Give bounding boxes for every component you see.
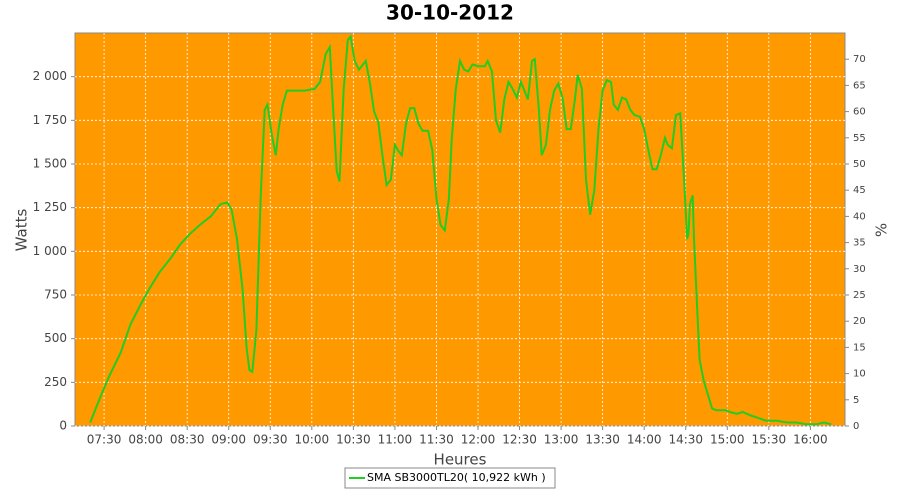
x-tick-label: 16:00	[793, 433, 828, 447]
y2-tick-label: 40	[853, 211, 866, 222]
x-tick-label: 09:30	[253, 433, 288, 447]
y-tick-label: 750	[44, 288, 67, 302]
x-tick-label: 13:30	[585, 433, 620, 447]
y2-tick-label: 15	[853, 342, 866, 353]
y2-tick-label: 25	[853, 290, 866, 301]
y-tick-label: 250	[44, 375, 67, 389]
y-axis-title: Watts	[13, 209, 31, 252]
legend-label: SMA SB3000TL20( 10,922 kWh )	[367, 471, 546, 484]
y2-axis-title: %	[873, 223, 891, 237]
x-axis-title: Heures	[434, 451, 487, 469]
x-tick-label: 15:00	[710, 433, 745, 447]
y2-tick-label: 65	[853, 80, 866, 91]
y2-tick-label: 20	[853, 316, 866, 327]
y-tick-label: 2 000	[33, 69, 67, 83]
x-tick-label: 11:00	[378, 433, 413, 447]
x-tick-label: 11:30	[419, 433, 454, 447]
x-tick-label: 14:30	[668, 433, 703, 447]
x-tick-label: 12:00	[461, 433, 496, 447]
y2-tick-label: 35	[853, 238, 866, 249]
series-line	[89, 34, 832, 426]
x-tick-label: 14:00	[627, 433, 662, 447]
x-tick-label: 12:30	[502, 433, 537, 447]
y2-tick-label: 55	[853, 133, 866, 144]
x-tick-label: 07:30	[87, 433, 122, 447]
y2-tick-label: 50	[853, 159, 866, 170]
y-tick-label: 1 250	[33, 200, 67, 214]
y2-tick-label: 10	[853, 369, 866, 380]
y-tick-label: 500	[44, 331, 67, 345]
y-tick-label: 1 750	[33, 113, 67, 127]
x-tick-label: 13:00	[544, 433, 579, 447]
chart-title: 30-10-2012	[386, 1, 514, 25]
y2-tick-label: 70	[853, 54, 866, 65]
legend-box	[344, 467, 556, 489]
x-tick-label: 15:30	[752, 433, 787, 447]
y2-tick-label: 5	[853, 395, 859, 406]
y2-tick-label: 45	[853, 185, 866, 196]
x-tick-label: 08:00	[128, 433, 163, 447]
plot-background	[74, 32, 846, 427]
x-tick-label: 09:00	[211, 433, 246, 447]
y2-tick-label: 30	[853, 264, 866, 275]
y-tick-label: 1 000	[33, 244, 67, 258]
x-tick-label: 08:30	[170, 433, 205, 447]
y2-tick-label: 60	[853, 107, 866, 118]
y2-tick-label: 0	[853, 421, 859, 432]
x-tick-label: 10:00	[295, 433, 330, 447]
x-tick-label: 10:30	[336, 433, 371, 447]
y-tick-label: 1 500	[33, 157, 67, 171]
y-tick-label: 0	[59, 419, 67, 433]
